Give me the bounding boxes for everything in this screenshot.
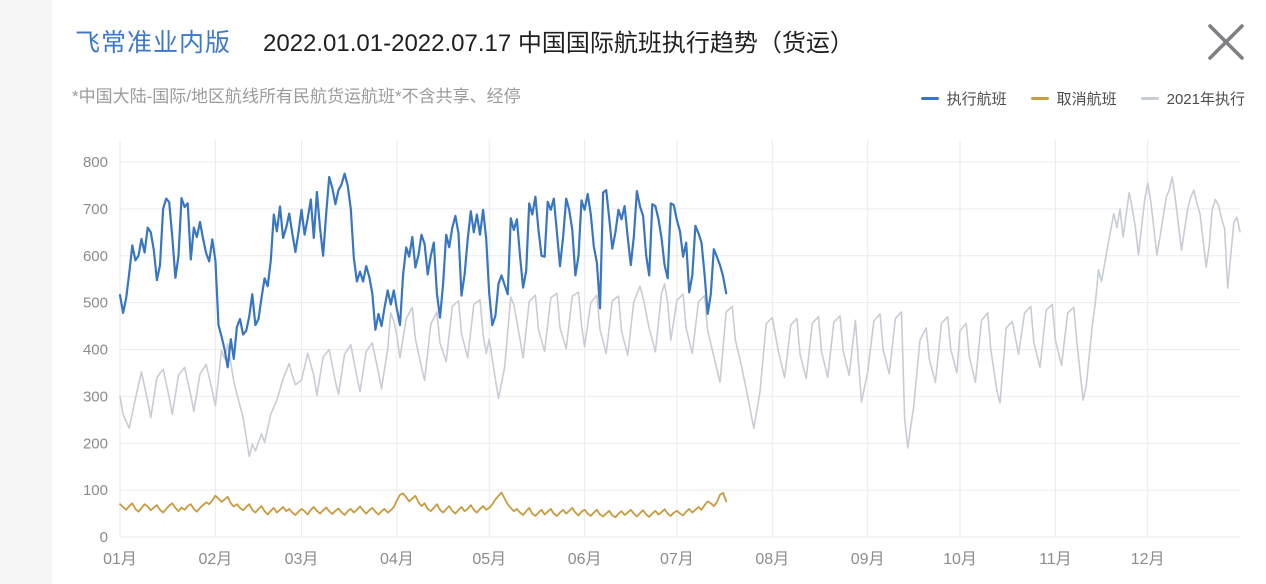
y-tick-label: 400 bbox=[83, 342, 108, 359]
y-tick-label: 600 bbox=[83, 248, 108, 265]
x-tick-label: 06月 bbox=[568, 551, 602, 568]
year-2021-line bbox=[119, 176, 1241, 458]
executed-flights-line bbox=[118, 172, 728, 369]
y-tick-label: 700 bbox=[83, 201, 108, 218]
x-tick-label: 07月 bbox=[660, 551, 694, 568]
x-tick-label: 11月 bbox=[1039, 551, 1072, 568]
brand-logo-text: 飞常准业内版 bbox=[75, 29, 232, 57]
executed-line-swatch-icon bbox=[920, 97, 939, 100]
legend-label-2021: 2021年执行 bbox=[1166, 91, 1245, 108]
left-gutter bbox=[0, 0, 52, 584]
cancelled-flights-line bbox=[119, 491, 728, 519]
close-icon bbox=[1208, 24, 1244, 60]
y-tick-label: 0 bbox=[100, 529, 108, 546]
x-tick-label: 10月 bbox=[943, 551, 977, 568]
year2021-line-swatch-icon bbox=[1140, 97, 1159, 100]
y-tick-label: 200 bbox=[83, 435, 108, 452]
x-tick-label: 02月 bbox=[198, 551, 232, 568]
close-button[interactable] bbox=[1202, 18, 1250, 66]
legend-item-2021[interactable]: 2021年执行 bbox=[1140, 88, 1245, 109]
cancelled-line-swatch-icon bbox=[1030, 97, 1049, 100]
x-tick-label: 04月 bbox=[380, 551, 414, 568]
y-tick-label: 300 bbox=[83, 388, 108, 405]
x-tick-label: 01月 bbox=[103, 551, 137, 568]
chart-title: 2022.01.01-2022.07.17 中国国际航班执行趋势（货运） bbox=[263, 30, 854, 57]
x-tick-label: 03月 bbox=[285, 551, 319, 568]
y-tick-label: 800 bbox=[83, 154, 108, 171]
x-tick-label: 08月 bbox=[755, 551, 789, 568]
legend-label-cancelled: 取消航班 bbox=[1056, 91, 1117, 108]
y-tick-label: 500 bbox=[83, 295, 108, 312]
y-tick-label: 100 bbox=[83, 482, 108, 499]
x-tick-label: 12月 bbox=[1131, 551, 1165, 568]
x-tick-label: 05月 bbox=[472, 551, 506, 568]
legend-label-executed: 执行航班 bbox=[946, 91, 1007, 108]
legend-item-cancelled[interactable]: 取消航班 bbox=[1030, 88, 1117, 109]
chart-subtitle: *中国大陆-国际/地区航线所有民航货运航班*不含共享、经停 bbox=[72, 87, 521, 106]
legend-item-executed[interactable]: 执行航班 bbox=[920, 88, 1007, 109]
x-tick-label: 09月 bbox=[851, 551, 885, 568]
modal-card bbox=[52, 0, 1266, 584]
chart-legend: 执行航班 取消航班 2021年执行 bbox=[920, 88, 1245, 109]
